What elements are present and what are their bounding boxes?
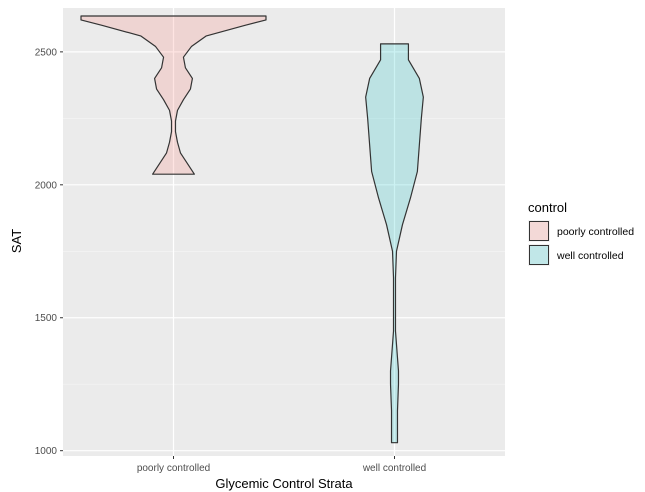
y-tick-label: 2500 <box>35 47 58 58</box>
y-axis-title: SAT <box>9 229 24 253</box>
y-tick-label: 1500 <box>35 313 58 324</box>
legend-key-background <box>528 244 550 266</box>
legend-swatch <box>529 221 549 241</box>
x-tick-label: well controlled <box>362 463 426 474</box>
violins <box>80 15 424 444</box>
plot-panel <box>63 8 505 456</box>
y-tick-label: 2000 <box>35 180 58 191</box>
y-tick-label: 1000 <box>35 446 58 457</box>
violin-well-controlled <box>365 43 424 444</box>
legend-swatch <box>529 245 549 265</box>
legend-label: well controlled <box>556 250 624 262</box>
axis-ticks: 1000 1500 2000 2500 poorly controlled well co… <box>35 47 426 474</box>
legend-title: control <box>528 200 567 215</box>
x-axis-title: Glycemic Control Strata <box>215 476 353 491</box>
grid-lines <box>63 8 505 456</box>
legend-key-background <box>528 220 550 242</box>
legend-label: poorly controlled <box>557 226 634 238</box>
violin-poorly-controlled <box>80 15 267 175</box>
legend: control poorly controlled well controlled <box>528 200 634 266</box>
legend-entries: poorly controlled well controlled <box>528 220 634 266</box>
x-tick-label: poorly controlled <box>137 463 210 474</box>
